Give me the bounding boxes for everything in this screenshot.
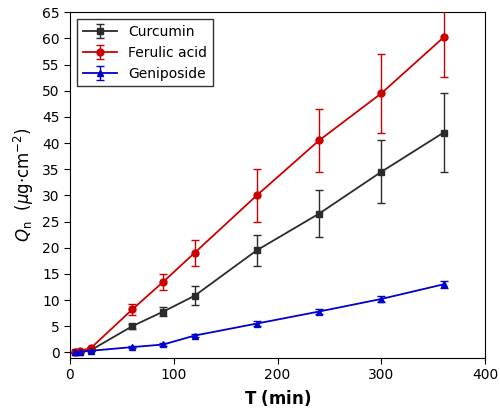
X-axis label: $\bf{T}$ $\bf{(min)}$: $\bf{T}$ $\bf{(min)}$ [244,388,311,408]
Y-axis label: $Q_{\rm n}$  ($\mu$g·cm$^{-2}$): $Q_{\rm n}$ ($\mu$g·cm$^{-2}$) [12,127,36,242]
Legend: Curcumin, Ferulic acid, Geniposide: Curcumin, Ferulic acid, Geniposide [77,19,213,86]
